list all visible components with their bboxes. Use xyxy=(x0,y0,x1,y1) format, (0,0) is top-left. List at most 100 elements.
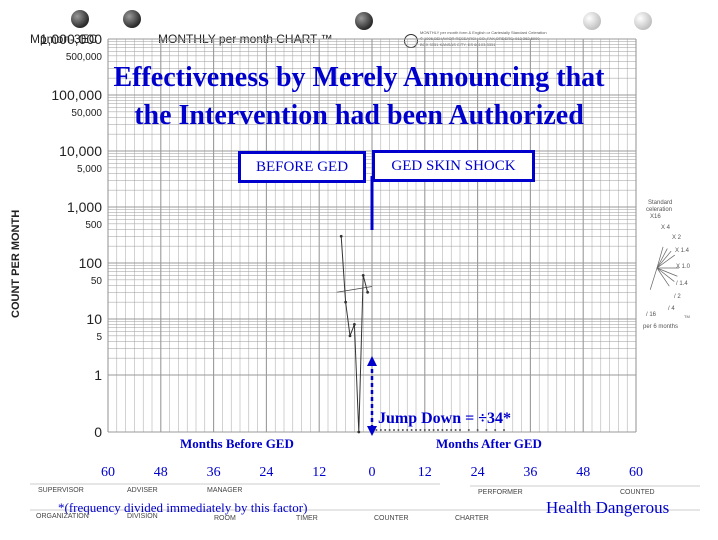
phase-after-label: GED SKIN SHOCK xyxy=(372,150,535,182)
jump-arrow-up-icon xyxy=(367,356,377,366)
months-after-label: Months After GED xyxy=(436,436,542,451)
data-series xyxy=(336,176,505,436)
after-data-point xyxy=(379,429,382,431)
title-line-2: the Intervention had been Authorized xyxy=(134,100,584,131)
y-tick-label: 1,000,000 xyxy=(40,31,102,47)
y-tick-label: 5 xyxy=(96,332,102,343)
after-data-point xyxy=(423,429,426,431)
footer-performer: PERFORMER xyxy=(478,489,523,496)
celeration-fan-ray xyxy=(656,254,676,269)
y-tick-label: 5,000 xyxy=(77,164,102,175)
x-tick-label: 0 xyxy=(369,465,376,480)
chart-grid xyxy=(30,38,700,511)
y-tick-label: 100 xyxy=(79,255,103,271)
celeration-label: / 1.4 xyxy=(676,281,688,287)
celeration-label: / 2 xyxy=(674,294,681,300)
y-axis-label: COUNT PER MONTH xyxy=(10,209,22,318)
x-tick-label: 48 xyxy=(576,465,590,480)
celeration-fan-ray xyxy=(656,248,668,269)
publisher-line-1: MONTHLY per month form & English or Cart… xyxy=(420,30,547,35)
celeration-label: X16 xyxy=(650,214,661,220)
after-data-point xyxy=(397,429,400,431)
after-data-point xyxy=(494,429,497,431)
before-data-point xyxy=(339,234,343,238)
x-tick-label: 48 xyxy=(154,465,168,480)
x-tick-label: 12 xyxy=(312,465,326,480)
before-data-point xyxy=(348,334,352,338)
after-data-point xyxy=(406,429,409,431)
after-data-point xyxy=(401,429,404,431)
after-data-point xyxy=(375,429,378,431)
y-tick-label: 10,000 xyxy=(59,143,102,159)
before-data-point xyxy=(361,274,365,277)
before-data-point xyxy=(366,290,369,294)
footer-timer: TIMER xyxy=(296,515,318,522)
after-data-point xyxy=(441,429,444,431)
celeration-label: X 4 xyxy=(661,225,671,231)
jump-down-annotation: Jump Down = ÷34* xyxy=(378,410,512,427)
footer-room: ROOM xyxy=(214,515,236,522)
celeration-label: X 1.0 xyxy=(676,264,691,270)
celeration-label: / 16 xyxy=(646,312,657,318)
celeration-fan-ray xyxy=(656,246,664,269)
after-data-point xyxy=(503,429,505,431)
after-data-point xyxy=(454,429,457,431)
celeration-fan-ray xyxy=(656,267,670,287)
x-tick-label: 36 xyxy=(523,465,537,480)
footer-counter: COUNTER xyxy=(374,515,409,522)
x-tick-label: 60 xyxy=(629,465,643,480)
y-tick-label: 1 xyxy=(94,367,102,383)
after-data-point xyxy=(445,429,448,431)
y-tick-label: 50 xyxy=(91,276,103,287)
chart-id: Mpmon-3EC xyxy=(30,32,98,46)
after-data-point xyxy=(428,429,431,431)
celeration-label: / 4 xyxy=(668,306,675,312)
before-data-point xyxy=(344,300,347,304)
after-data-point xyxy=(410,429,413,431)
after-data-point xyxy=(419,429,422,431)
y-tick-label: 1,000 xyxy=(67,199,102,215)
after-data-point xyxy=(393,429,395,431)
jump-arrow-down-icon xyxy=(367,426,377,436)
footer-organization: ORGANIZATION xyxy=(36,513,89,520)
trademark-mark: TM xyxy=(684,314,690,319)
celeration-title: Standard xyxy=(648,200,672,206)
y-tick-label: 10 xyxy=(86,311,102,327)
x-tick-label: 24 xyxy=(259,465,273,480)
phase-before-label: BEFORE GED xyxy=(238,151,366,183)
title-line-1: Effectiveness by Merely Announcing that xyxy=(113,62,605,93)
before-data-point xyxy=(357,430,361,434)
footer-division: DIVISION xyxy=(127,513,158,520)
before-trend-line xyxy=(336,286,373,293)
y-tick-label: 500,000 xyxy=(66,52,103,63)
y-tick-label: 50,000 xyxy=(71,108,102,119)
x-tick-label: 12 xyxy=(418,465,432,480)
celeration-title: celeration xyxy=(646,207,672,213)
after-data-point xyxy=(384,429,387,431)
x-axis-ticks: 60 48 36 24 12 0 12 24 36 48 60 xyxy=(101,465,643,480)
footer-adviser: ADVISER xyxy=(127,487,158,494)
after-data-point xyxy=(450,429,453,431)
after-data-point xyxy=(437,429,439,431)
celeration-period: per 6 months xyxy=(643,324,678,330)
celeration-fan-ray xyxy=(656,250,672,269)
after-data-point xyxy=(485,429,488,431)
health-dangerous-label: Health Dangerous xyxy=(546,498,670,517)
footer-manager: MANAGER xyxy=(207,487,243,494)
x-tick-label: 24 xyxy=(471,465,485,480)
y-tick-label: 100,000 xyxy=(51,87,102,103)
y-tick-label: 0 xyxy=(94,424,102,440)
celeration-label: X 2 xyxy=(672,235,682,241)
punch-hole-1 xyxy=(71,10,89,28)
x-tick-label: 60 xyxy=(101,465,115,480)
celeration-label: X 1.4 xyxy=(675,248,690,254)
after-data-point xyxy=(432,429,435,431)
x-tick-label: 36 xyxy=(207,465,221,480)
after-data-point xyxy=(476,429,479,431)
punch-hole-5 xyxy=(634,12,652,30)
footer-counted: COUNTED xyxy=(620,489,655,496)
after-data-point xyxy=(415,429,417,431)
after-data-point xyxy=(388,429,391,431)
